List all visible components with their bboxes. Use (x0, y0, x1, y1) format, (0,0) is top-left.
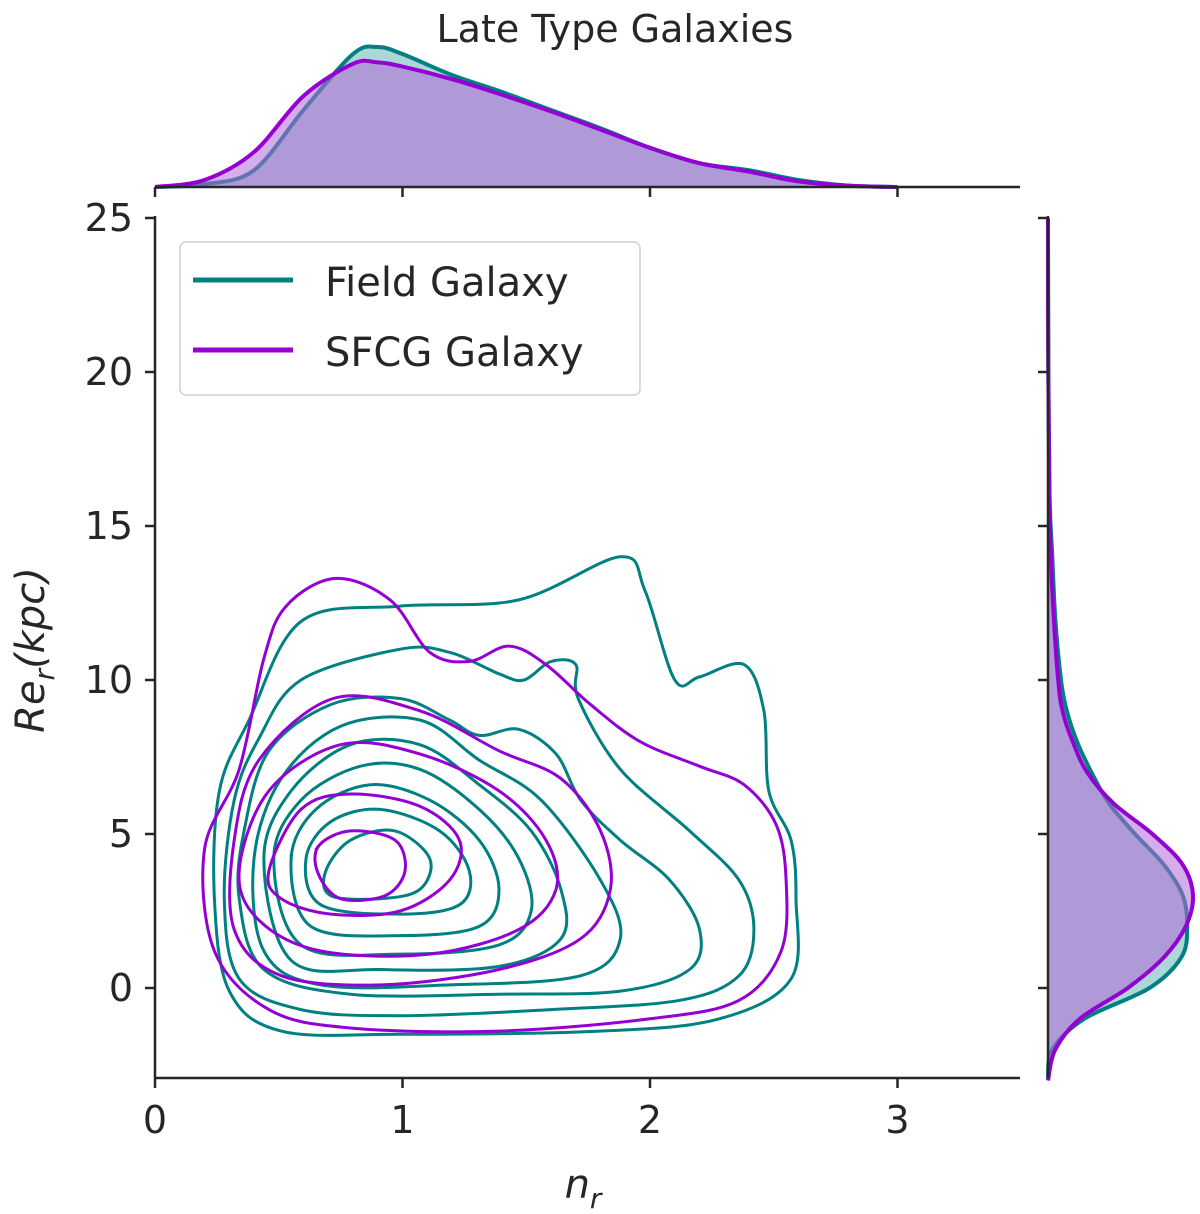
right-marginal-plot (1046, 217, 1196, 1081)
contour-field-galaxy-2 (222, 645, 756, 1018)
x-tick-label-2: 2 (638, 1098, 662, 1142)
y-tick-label-20: 20 (85, 350, 133, 394)
y-axis-label-main: Re (8, 680, 54, 732)
contour-sfcg-galaxy-5 (313, 829, 407, 903)
y-tick-label-25: 25 (85, 196, 133, 240)
contour-sfcg-galaxy-4 (266, 792, 463, 917)
legend-frame (179, 241, 641, 396)
right-marginal-fill-sfcg-galaxy (1048, 218, 1194, 1081)
legend-label-field-galaxy: Field Galaxy (325, 260, 569, 306)
contour-sfcg-galaxy-1 (201, 576, 789, 1034)
chart-title: Late Type Galaxies (437, 7, 794, 51)
contour-field-galaxy-1 (212, 555, 800, 1037)
y-tick-label-0: 0 (109, 966, 133, 1010)
contour-field-galaxy-8 (303, 807, 473, 916)
axes: 0 1 2 3 0 5 10 15 20 25 (85, 185, 1050, 1142)
contour-field-galaxy-9 (322, 828, 433, 901)
x-tick-label-1: 1 (390, 1098, 414, 1142)
x-axis-label: nr (565, 1162, 603, 1214)
x-axis-label-subscript: r (590, 1182, 603, 1214)
top-marginal-fill-sfcg-galaxy (155, 60, 898, 187)
x-tick-label-0: 0 (143, 1098, 167, 1142)
y-axis-label-subscript: r (28, 667, 61, 680)
legend: Field Galaxy SFCG Galaxy (179, 241, 641, 396)
legend-label-sfcg-galaxy: SFCG Galaxy (325, 330, 584, 376)
y-tick-label-15: 15 (85, 504, 133, 548)
contour-field-galaxy-3 (236, 695, 703, 998)
contour-plot (201, 555, 800, 1037)
top-marginal-plot (154, 44, 898, 189)
y-tick-label-5: 5 (109, 812, 133, 856)
top-marginal-curve-sfcg-galaxy (154, 58, 898, 189)
contour-sfcg-galaxy-2 (228, 694, 613, 987)
contour-sfcg-galaxy-3 (237, 740, 560, 958)
y-axis-label: Rer(kpc) (8, 567, 61, 733)
x-axis-label-main: n (565, 1162, 590, 1208)
y-axis-label-unit: (kpc) (8, 567, 54, 669)
y-tick-label-10: 10 (85, 658, 133, 702)
contour-field-galaxy-7 (289, 783, 501, 938)
x-tick-label-3: 3 (885, 1098, 909, 1142)
right-marginal-curve-sfcg-galaxy (1046, 217, 1196, 1081)
